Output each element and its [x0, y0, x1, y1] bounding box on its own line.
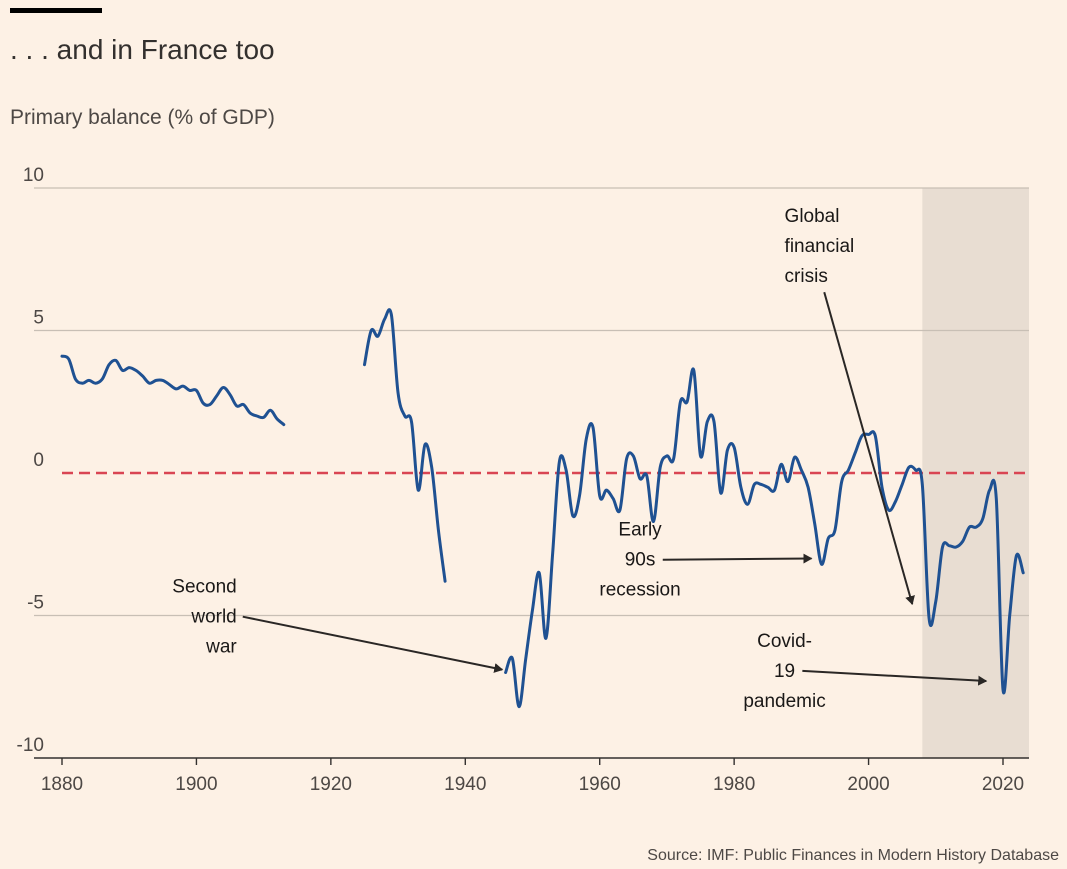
shaded-region-group	[922, 188, 1029, 758]
annotation-line: crisis	[785, 266, 828, 287]
annotation-line: financial	[785, 236, 855, 257]
x-tick-label: 2020	[982, 774, 1024, 795]
chart-title: . . . and in France too	[10, 34, 275, 65]
annotation-line: recession	[599, 580, 680, 601]
y-tick-label: 5	[33, 308, 44, 329]
annotation-arrow	[802, 669, 988, 686]
x-tick-label: 2000	[847, 774, 889, 795]
annotation-line: pandemic	[743, 691, 825, 712]
annotation-label: Covid- 19 pandemic	[743, 631, 825, 712]
y-tick-label: -5	[27, 593, 44, 614]
annotation-arrow	[823, 291, 915, 606]
x-tick-label: 1980	[713, 774, 755, 795]
y-axis-label: Primary balance (% of GDP)	[10, 106, 275, 129]
series-group	[60, 308, 1025, 709]
y-tick-label: 10	[23, 165, 44, 186]
tick-labels-group: 10 5 0 -5 -10 1880 1900 1920 1940 1960 1980 2000 202…	[17, 165, 1025, 795]
annotation-line: 90s	[625, 550, 656, 571]
annotations-group: Second world war Early 90s recession Global fin…	[172, 206, 988, 712]
series-line-segment	[363, 308, 447, 583]
y-tick-label: -10	[17, 735, 44, 756]
brand-bar	[10, 8, 102, 13]
series-line-segment	[504, 367, 1025, 709]
annotation-arrow	[242, 615, 504, 673]
series-line-segment	[60, 354, 286, 427]
shaded-region	[922, 188, 1029, 758]
source-note: Source: IMF: Public Finances in Modern H…	[647, 847, 1059, 864]
annotation-line: 19	[774, 661, 795, 682]
x-tick-label: 1960	[579, 774, 621, 795]
y-tick-label: 0	[33, 450, 44, 471]
annotation-line: Covid-	[757, 631, 812, 652]
x-tick-label: 1900	[175, 774, 217, 795]
gridlines-group	[34, 187, 1029, 765]
annotation-label: Second world war	[172, 577, 237, 658]
annotation-label: Early 90s recession	[599, 520, 680, 601]
x-tick-label: 1880	[41, 774, 83, 795]
annotation-label: Global financial crisis	[785, 206, 855, 287]
x-tick-label: 1920	[310, 774, 352, 795]
annotation-line: world	[190, 607, 236, 628]
annotation-arrow	[662, 553, 813, 564]
annotation-line: war	[205, 637, 237, 658]
x-tick-label: 1940	[444, 774, 486, 795]
annotation-line: Second	[172, 577, 236, 598]
annotation-line: Global	[785, 206, 840, 227]
annotation-line: Early	[618, 520, 662, 541]
